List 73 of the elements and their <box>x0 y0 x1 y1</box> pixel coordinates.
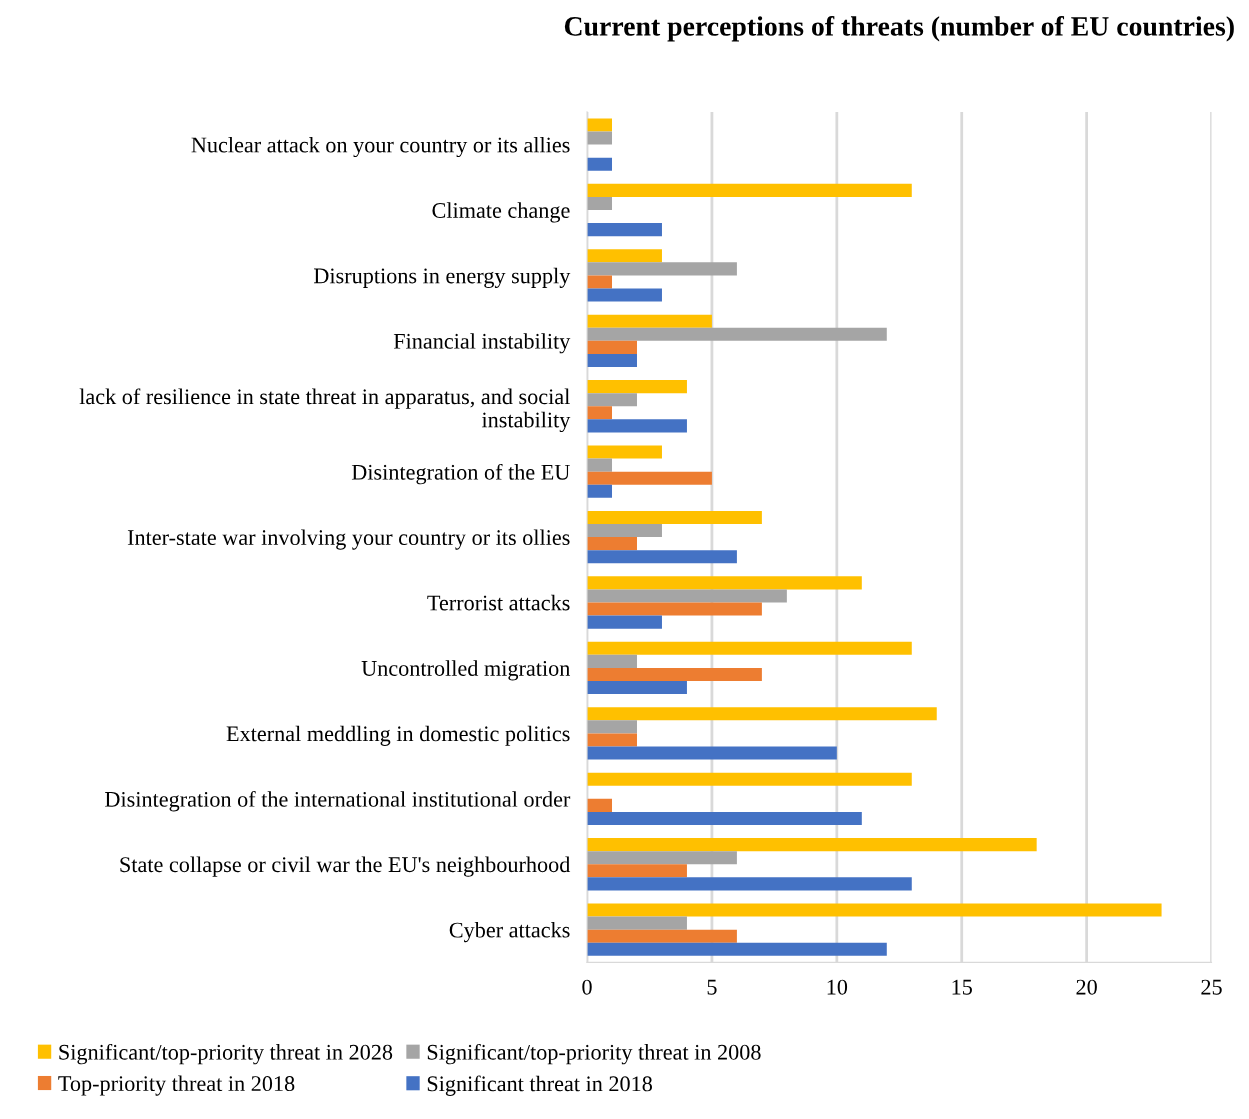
bar <box>587 772 912 786</box>
y-tick-label: Inter-state war involving your country or its ollies <box>127 529 570 550</box>
bar <box>587 720 637 734</box>
x-tick-label: 5 <box>707 979 717 995</box>
bar <box>587 811 862 825</box>
y-tick-label: Nuclear attack on your country or its allies <box>191 136 570 158</box>
y-tick-label: Terrorist attacks <box>427 594 570 611</box>
bar <box>587 275 613 289</box>
bar <box>587 183 912 197</box>
bar <box>587 380 687 394</box>
bar <box>587 524 662 538</box>
legend-label: Significant threat in 2018 <box>427 1075 652 1096</box>
bar <box>587 929 737 943</box>
bar <box>587 419 687 433</box>
x-tick-label: 25 <box>1201 979 1222 995</box>
bar <box>587 458 613 472</box>
y-tick-label: lack of resilience in state threat in apparatus, and social instability <box>79 388 571 433</box>
bar <box>587 838 1037 852</box>
x-tick-label: 0 <box>582 979 592 995</box>
y-tick-label: Climate change <box>432 202 570 223</box>
y-tick-label: Financial instability <box>393 333 571 354</box>
bar <box>587 249 662 263</box>
y-tick-label: Disintegration of the EU <box>351 463 570 485</box>
bar <box>587 576 862 590</box>
bar <box>587 353 637 368</box>
bar <box>587 798 613 812</box>
bar <box>587 877 912 891</box>
x-tick-label: 10 <box>827 979 848 995</box>
bar <box>587 615 662 629</box>
bar <box>587 510 762 525</box>
bar <box>587 916 687 930</box>
bar <box>587 537 637 551</box>
x-tick-label: 20 <box>1076 979 1097 995</box>
bar <box>587 196 613 211</box>
y-tick-label: Disruptions in energy supply <box>314 267 571 288</box>
bar <box>587 589 787 603</box>
bar <box>587 707 937 721</box>
bar <box>587 746 837 760</box>
bar <box>587 602 762 616</box>
y-tick-label: Uncontrolled migration <box>361 660 571 681</box>
bar <box>587 157 613 171</box>
bar <box>587 223 662 237</box>
bar <box>587 903 1162 917</box>
bar <box>587 484 613 498</box>
bar <box>587 681 687 695</box>
y-tick-label: External meddling in domestic politics <box>226 725 570 746</box>
bar <box>587 288 662 302</box>
legend-label: Significant/top-priority threat in 2028 <box>59 1043 393 1065</box>
bar <box>587 654 637 668</box>
y-tick-label: Disintegration of the international institutional order <box>105 790 571 812</box>
legend-label: Significant/top-priority threat in 2008 <box>427 1043 761 1065</box>
bar <box>587 327 887 341</box>
bar <box>587 851 737 865</box>
bar <box>587 445 662 459</box>
bar <box>587 864 687 878</box>
y-tick-label: State collapse or civil war the EU's neighbourhood <box>120 856 571 877</box>
chart-title: Current perceptions of threats (number of EU countries) <box>564 15 1234 42</box>
bar <box>587 667 762 682</box>
bar <box>587 314 712 328</box>
bar <box>587 471 712 485</box>
bar <box>587 131 613 145</box>
bar <box>587 118 613 132</box>
legend-label: Top-priority threat in 2018 <box>58 1075 295 1096</box>
y-tick-label: Cyber attacks <box>449 921 570 943</box>
bar <box>587 262 737 276</box>
bar <box>587 393 637 407</box>
bar <box>587 340 637 354</box>
bar <box>587 406 613 420</box>
bar <box>587 550 737 564</box>
x-tick-label: 15 <box>952 979 972 995</box>
bar <box>587 733 637 747</box>
bar <box>587 942 887 956</box>
bar <box>587 641 912 655</box>
